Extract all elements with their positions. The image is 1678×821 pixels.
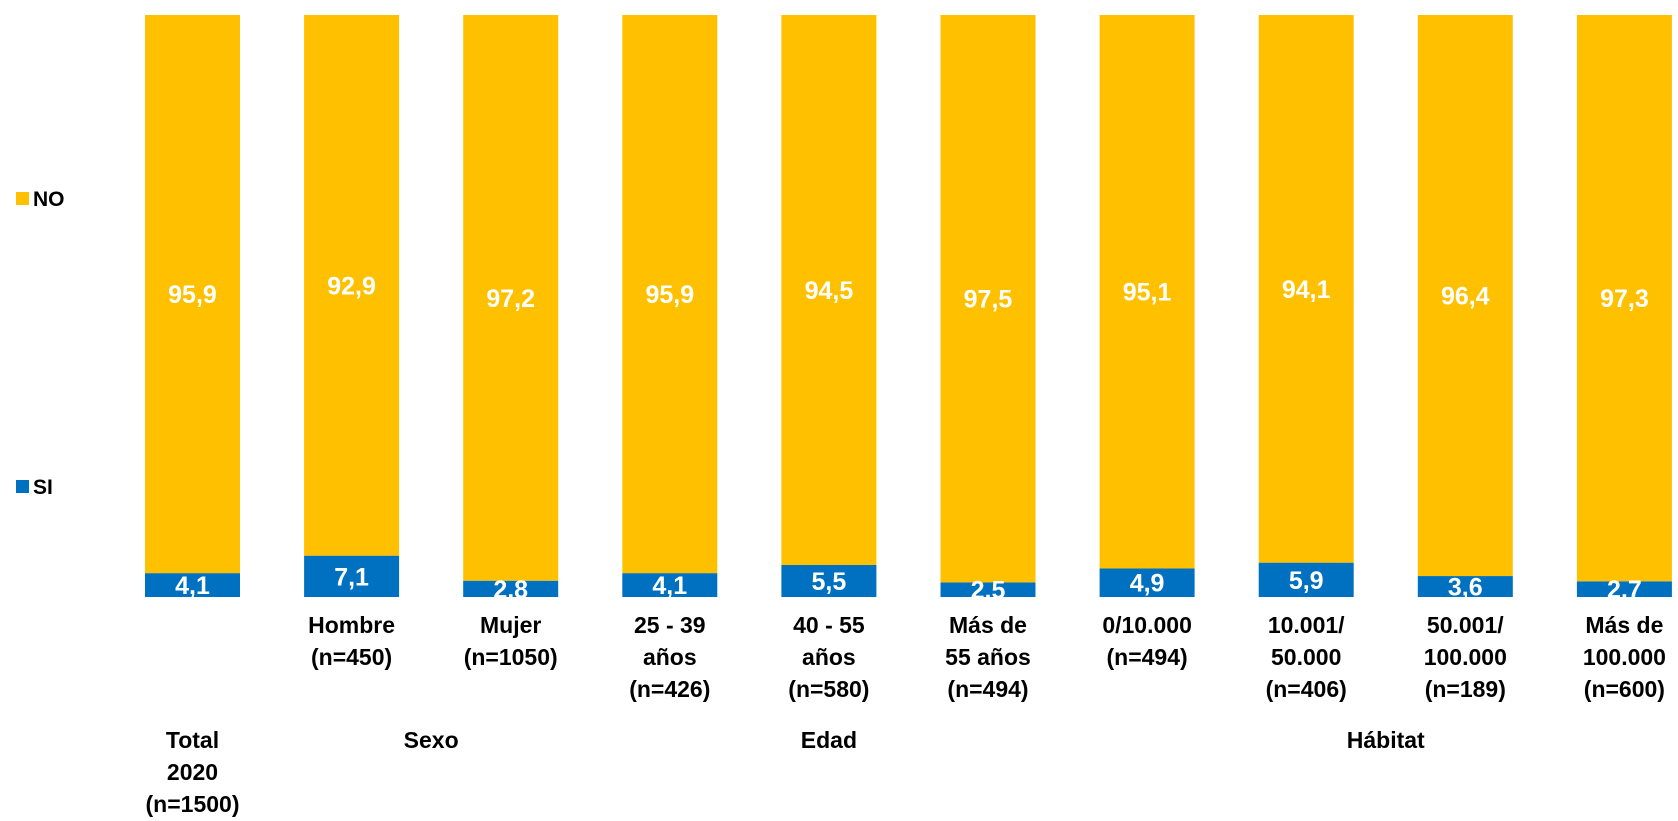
- bar-si-7: [1258, 562, 1354, 597]
- data-labels-layer: 4,1 95,9 7,1 92,9 2,8 97,2 4,1 95,9 5,5 94,5 2,5 97…: [168, 272, 1649, 604]
- legend: NO SI: [16, 188, 65, 499]
- bar-no-8: [1417, 15, 1513, 577]
- bar-no-7: [1258, 15, 1354, 563]
- bar-no-5: [940, 15, 1036, 583]
- bar-si-3: [622, 573, 718, 597]
- category-label-3-line-0: 25 - 39: [634, 612, 706, 638]
- data-label-si-8: 3,6: [1448, 574, 1483, 602]
- legend-label-si: SI: [33, 476, 53, 499]
- group-labels-layer: Sexo Edad Hábitat: [404, 727, 1425, 753]
- data-label-no-2: 97,2: [486, 285, 535, 313]
- bar-no-1: [304, 15, 400, 556]
- data-label-no-5: 97,5: [964, 286, 1013, 314]
- category-label-4-line-2: (n=580): [788, 676, 869, 702]
- category-label-1-line-0: Hombre: [308, 612, 395, 638]
- bar-si-1: [304, 555, 400, 597]
- data-label-no-3: 95,9: [645, 281, 694, 309]
- category-label-4-line-1: años: [802, 644, 856, 670]
- category-label-0-line-0: Total: [166, 727, 219, 753]
- category-label-3-line-1: años: [643, 644, 697, 670]
- category-label-4-line-0: 40 - 55: [793, 612, 865, 638]
- data-label-no-9: 97,3: [1600, 285, 1649, 313]
- bar-no-9: [1576, 15, 1672, 582]
- category-label-0-line-2: (n=1500): [146, 791, 240, 817]
- category-label-8-line-1: 100.000: [1424, 644, 1507, 670]
- category-label-6-line-1: (n=494): [1107, 644, 1188, 670]
- data-label-si-6: 4,9: [1130, 570, 1165, 598]
- group-label-0: Sexo: [404, 727, 459, 753]
- category-label-9-line-2: (n=600): [1584, 676, 1665, 702]
- legend-label-no: NO: [33, 188, 65, 211]
- category-label-9-line-1: 100.000: [1583, 644, 1666, 670]
- bar-si-8: [1417, 576, 1513, 597]
- category-label-2-line-1: (n=1050): [464, 644, 558, 670]
- category-label-6-line-0: 0/10.000: [1102, 612, 1192, 638]
- data-label-si-7: 5,9: [1289, 567, 1324, 595]
- category-label-7-line-0: 10.001/: [1268, 612, 1345, 638]
- category-label-8-line-2: (n=189): [1425, 676, 1506, 702]
- bar-no-2: [463, 15, 559, 581]
- data-label-no-4: 94,5: [805, 277, 854, 305]
- category-label-5-line-1: 55 años: [945, 644, 1031, 670]
- category-label-0-line-1: 2020: [167, 759, 218, 785]
- data-label-si-2: 2,8: [493, 576, 528, 604]
- bar-no-0: [145, 15, 240, 574]
- bars-layer: [145, 15, 1672, 597]
- bar-si-0: [145, 573, 240, 597]
- category-label-2-line-0: Mujer: [480, 612, 541, 638]
- data-label-no-6: 95,1: [1123, 279, 1172, 307]
- data-label-si-4: 5,5: [812, 568, 847, 596]
- data-label-si-5: 2,5: [971, 577, 1006, 605]
- category-label-8-line-0: 50.001/: [1427, 612, 1504, 638]
- category-label-9-line-0: Más de: [1585, 612, 1663, 638]
- category-label-7-line-2: (n=406): [1266, 676, 1347, 702]
- legend-swatch-no: [16, 192, 29, 205]
- bar-si-5: [940, 582, 1036, 597]
- bar-si-9: [1576, 581, 1672, 597]
- group-label-2: Hábitat: [1347, 727, 1425, 753]
- data-label-si-9: 2,7: [1607, 576, 1642, 604]
- data-label-no-1: 92,9: [327, 272, 376, 300]
- bar-no-4: [781, 15, 877, 565]
- bar-si-2: [463, 580, 559, 597]
- data-label-no-7: 94,1: [1282, 276, 1331, 304]
- data-label-si-0: 4,1: [175, 572, 210, 600]
- legend-swatch-si: [16, 480, 29, 493]
- bar-si-6: [1099, 568, 1195, 597]
- category-label-5-line-0: Más de: [949, 612, 1027, 638]
- category-label-7-line-1: 50.000: [1271, 644, 1341, 670]
- bar-no-6: [1099, 15, 1195, 569]
- category-label-3-line-2: (n=426): [629, 676, 710, 702]
- bar-si-4: [781, 564, 877, 597]
- group-label-1: Edad: [801, 727, 857, 753]
- category-label-5-line-2: (n=494): [947, 676, 1028, 702]
- data-label-si-3: 4,1: [652, 572, 687, 600]
- bar-no-3: [622, 15, 718, 574]
- data-label-si-1: 7,1: [334, 563, 369, 591]
- category-label-1-line-1: (n=450): [311, 644, 392, 670]
- data-label-no-8: 96,4: [1441, 283, 1490, 311]
- category-labels-layer: Total 2020 (n=1500) Hombre (n=450) Mujer (n=10…: [146, 612, 1666, 817]
- data-label-no-0: 95,9: [168, 281, 217, 309]
